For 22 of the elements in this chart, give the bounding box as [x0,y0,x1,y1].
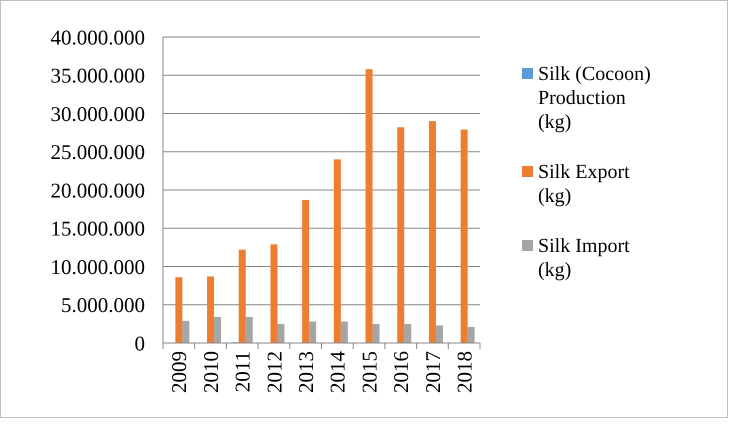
y-tick-label: 25.000.000 [50,140,145,164]
y-tick-label: 0 [134,331,145,356]
x-tick-label: 2016 [389,351,414,393]
x-tick-label: 2017 [420,351,445,393]
x-tick-label: 2012 [262,351,286,393]
x-tick-label: 2014 [326,350,350,393]
x-tick-label: 2018 [452,351,476,393]
y-tick-label: 15.000.000 [50,216,145,241]
y-tick-label: 5.000.000 [61,293,145,318]
x-tick-label: 2013 [294,351,318,393]
x-tick-label: 2009 [167,351,192,393]
y-tick-label: 20.000.000 [50,178,145,202]
legend-label: Silk (Cocoon) Production (kg) [538,63,651,133]
y-tick-label: 30.000.000 [50,102,145,126]
y-tick-label: 40.000.000 [50,25,145,50]
legend-label: Silk Export (kg) [538,161,630,207]
x-tick-label: 2010 [198,351,223,393]
x-tick-label: 2011 [230,351,255,392]
x-tick-label: 2015 [357,351,382,393]
legend-label: Silk Import (kg) [538,235,630,281]
y-tick-label: 35.000.000 [50,64,145,88]
y-tick-label: 10.000.000 [50,254,145,279]
